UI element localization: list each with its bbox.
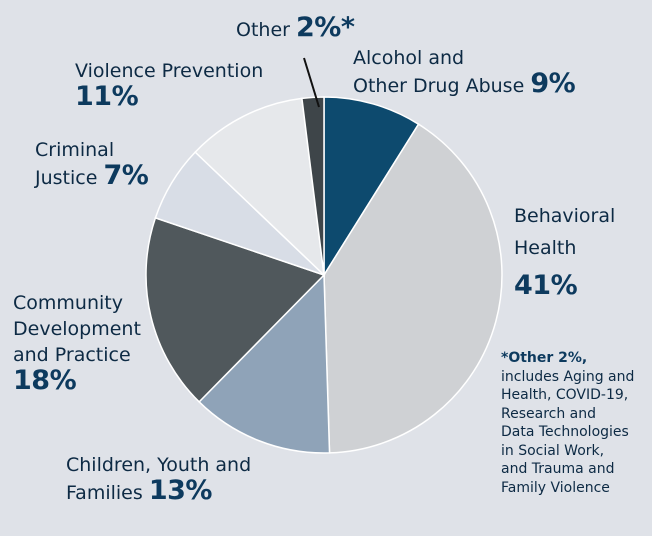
label-criminal-line2-wrap: Justice 7% [35, 160, 149, 191]
label-community-pct: 18% [13, 365, 77, 396]
pie-slice-alcohol-and-other-drug-abuse [323, 96, 420, 278]
footnote-line-5: and Trauma and [501, 461, 615, 477]
pie-slice-other [301, 96, 325, 276]
pie-slice-behavioral-health [323, 123, 503, 454]
label-violence: Violence Prevention 11% [75, 58, 263, 110]
label-violence-name: Violence Prevention [75, 60, 264, 82]
label-community-line2: Development [13, 318, 141, 340]
label-behavioral: Behavioral Health 41% [514, 203, 615, 299]
footnote-line-3: Data Technologies [501, 424, 629, 440]
label-children-line2: Families [66, 482, 143, 504]
label-alcohol-line2-wrap: Other Drug Abuse 9% [353, 68, 576, 99]
pie-slice-violence-prevention [194, 97, 326, 277]
label-children-line1: Children, Youth and [66, 454, 252, 476]
label-other: Other 2%* [236, 12, 355, 43]
footnote-line-2: Research and [501, 405, 597, 422]
footnote-title: *Other 2%, [501, 350, 588, 366]
label-alcohol-line1: Alcohol and [353, 47, 465, 69]
label-criminal-line2: Justice [35, 167, 98, 189]
footnote-line-4: in Social Work, [501, 442, 605, 459]
footnote-line-1: Health, COVID-19, [501, 387, 629, 403]
footnote: *Other 2%, includes Aging and Health, CO… [501, 349, 651, 497]
label-criminal-line1: Criminal [35, 139, 115, 161]
footnote-line-6: Family Violence [501, 479, 610, 496]
label-alcohol: Alcohol and Other Drug Abuse 9% [353, 45, 576, 99]
label-community: Community Development and Practice 18% [13, 290, 141, 394]
pie-slice-children-youth-and-families [198, 273, 331, 454]
label-violence-pct: 11% [75, 81, 139, 112]
label-behavioral-line2: Health [514, 237, 577, 259]
label-other-pct: 2%* [296, 12, 355, 43]
label-criminal-pct: 7% [103, 160, 149, 191]
label-children-pct: 13% [148, 475, 213, 506]
label-alcohol-pct: 9% [530, 68, 576, 99]
label-children: Children, Youth and Families 13% [66, 452, 251, 506]
label-community-line1: Community [13, 292, 123, 314]
label-criminal: Criminal Justice 7% [35, 137, 149, 191]
label-alcohol-line2: Other Drug Abuse [353, 75, 525, 97]
footnote-line-0: includes Aging and [501, 368, 635, 385]
label-behavioral-line1: Behavioral [514, 205, 616, 227]
label-community-line3: and Practice [13, 344, 131, 366]
label-other-name: Other [236, 19, 290, 41]
label-behavioral-pct: 41% [514, 270, 578, 301]
other-leader-line [303, 57, 320, 108]
label-children-line2-wrap: Families 13% [66, 475, 251, 506]
pie-slice-community-development-and-practice [145, 216, 326, 403]
